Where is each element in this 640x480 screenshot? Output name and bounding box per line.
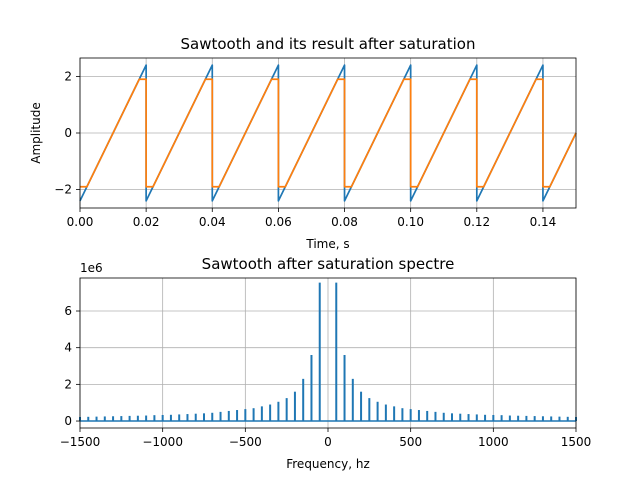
bottom-y-tick-label: 2 [64,377,72,391]
top-y-tick-label: 2 [64,69,72,83]
bottom-ticks: −1500 −1000 −500 0 500 1000 1500 0 2 4 6 [60,304,592,449]
bottom-x-tick-label: 1000 [478,435,509,449]
bottom-series-group [79,282,577,422]
top-y-axis-label: Amplitude [29,102,43,164]
bottom-x-tick-label: 1500 [561,435,592,449]
top-y-tick-label: −2 [54,183,72,197]
top-x-tick-label: 0.04 [199,215,226,229]
top-series-group [79,64,577,202]
bottom-y-offset-text: 1e6 [80,261,103,275]
bottom-x-tick-label: −1000 [142,435,183,449]
bottom-x-tick-label: 500 [399,435,422,449]
bottom-chart-title: Sawtooth after saturation spectre [202,255,455,273]
top-x-tick-label: 0.00 [67,215,94,229]
bottom-y-tick-label: 4 [64,341,72,355]
top-x-tick-label: 0.10 [397,215,424,229]
saturated-series-line [80,78,577,188]
top-x-tick-label: 0.02 [133,215,160,229]
top-x-tick-label: 0.06 [265,215,292,229]
bottom-grid [79,278,577,428]
bottom-x-tick-label: −1500 [60,435,101,449]
bottom-y-tick-label: 0 [64,414,72,428]
spectrum-chart: −1500 −1000 −500 0 500 1000 1500 0 2 4 6 Sawtooth … [60,255,592,471]
bottom-x-tick-label: −500 [229,435,262,449]
bottom-y-tick-label: 6 [64,304,72,318]
sawtooth-chart: 0.00 0.02 0.04 0.06 0.08 0.10 0.12 0.14 −2 0 2 Saw… [29,35,577,251]
bottom-x-tick-label: 0 [324,435,332,449]
top-ticks: 0.00 0.02 0.04 0.06 0.08 0.10 0.12 0.14 −2 0 2 [54,69,556,229]
top-y-tick-label: 0 [64,126,72,140]
top-chart-title: Sawtooth and its result after saturation [181,35,476,53]
top-x-tick-label: 0.14 [530,215,557,229]
top-x-tick-label: 0.08 [331,215,358,229]
bottom-x-axis-label: Frequency, hz [286,457,370,471]
top-x-tick-label: 0.12 [463,215,490,229]
top-x-axis-label: Time, s [305,237,349,251]
